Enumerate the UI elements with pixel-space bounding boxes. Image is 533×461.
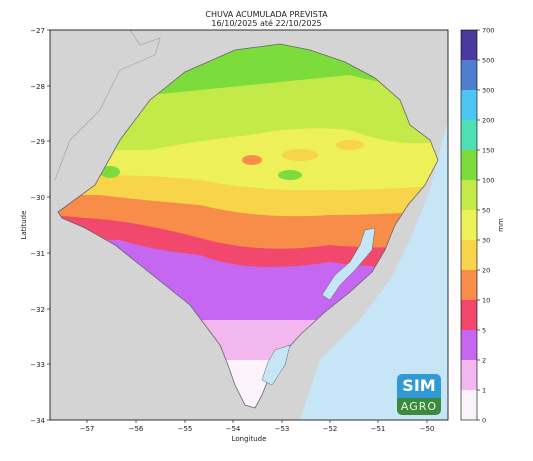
sim-agro-logo: SIM xyxy=(397,374,441,398)
colorbar-level-label: 150 xyxy=(482,147,494,155)
y-tick-label: −30 xyxy=(30,194,45,202)
colorbar-level-label: 500 xyxy=(482,57,494,65)
y-tick-label: −34 xyxy=(30,417,45,425)
y-tick-label: −31 xyxy=(30,250,45,258)
x-axis: −57 −56 −55 −54 −53 −52 −51 −50 Longitud… xyxy=(80,420,435,443)
x-axis-label: Longitude xyxy=(232,435,267,443)
colorbar: 0 1 2 5 10 20 30 50 100 150 200 300 500 700 xyxy=(460,27,494,425)
y-axis-label: Latitude xyxy=(20,211,28,240)
y-tick-label: −32 xyxy=(30,306,45,314)
x-tick-label: −51 xyxy=(371,425,386,433)
lagoa-dos-patos xyxy=(321,227,376,301)
sim-agro-logo-subtitle: AGRO xyxy=(397,398,441,415)
x-tick-label: −57 xyxy=(80,425,95,433)
y-tick-label: −27 xyxy=(30,27,45,35)
colorbar-level-label: 10 xyxy=(482,297,490,305)
colorbar-level-label: 700 xyxy=(482,27,494,35)
map-title: CHUVA ACUMULADA PREVISTA xyxy=(205,10,328,19)
x-tick-label: −50 xyxy=(420,425,435,433)
colorbar-swatch xyxy=(461,270,477,300)
y-axis: −27 −28 −29 −30 −31 −32 −33 −34 Latitude xyxy=(20,27,50,425)
colorbar-frame xyxy=(460,29,478,421)
colorbar-swatch xyxy=(461,240,477,270)
x-tick-label: −55 xyxy=(178,425,193,433)
colorbar-swatch xyxy=(461,30,477,60)
colorbar-swatch xyxy=(461,360,477,390)
colorbar-level-label: 300 xyxy=(482,87,494,95)
colorbar-level-label: 30 xyxy=(482,237,490,245)
state-outline xyxy=(57,43,439,409)
colorbar-swatch xyxy=(461,180,477,210)
colorbar-level-label: 200 xyxy=(482,117,494,125)
y-tick-label: −29 xyxy=(30,138,45,146)
x-tick-label: −56 xyxy=(129,425,144,433)
colorbar-unit-label: mm xyxy=(497,218,505,232)
plot-frame xyxy=(49,29,449,421)
colorbar-level-label: 2 xyxy=(482,357,486,365)
colorbar-level-label: 5 xyxy=(482,327,486,335)
colorbar-level-label: 1 xyxy=(482,387,486,395)
colorbar-level-label: 0 xyxy=(482,417,486,425)
colorbar-swatch xyxy=(461,300,477,330)
y-tick-label: −33 xyxy=(30,361,45,369)
x-tick-label: −53 xyxy=(275,425,290,433)
neighbor-border xyxy=(54,29,161,181)
x-tick-label: −54 xyxy=(226,425,241,433)
lagoa-mirim xyxy=(261,344,291,386)
colorbar-swatch xyxy=(461,60,477,90)
colorbar-swatch xyxy=(461,90,477,120)
colorbar-swatch xyxy=(461,210,477,240)
colorbar-level-label: 20 xyxy=(482,267,490,275)
map-subtitle: 16/10/2025 até 22/10/2025 xyxy=(211,19,322,28)
colorbar-level-label: 100 xyxy=(482,177,494,185)
colorbar-swatch xyxy=(461,120,477,150)
y-tick-label: −28 xyxy=(30,83,45,91)
ocean xyxy=(300,30,448,420)
colorbar-swatch xyxy=(461,150,477,180)
colorbar-swatch xyxy=(461,390,477,420)
x-tick-label: −52 xyxy=(323,425,338,433)
colorbar-level-label: 50 xyxy=(482,207,490,215)
colorbar-swatch xyxy=(461,330,477,360)
